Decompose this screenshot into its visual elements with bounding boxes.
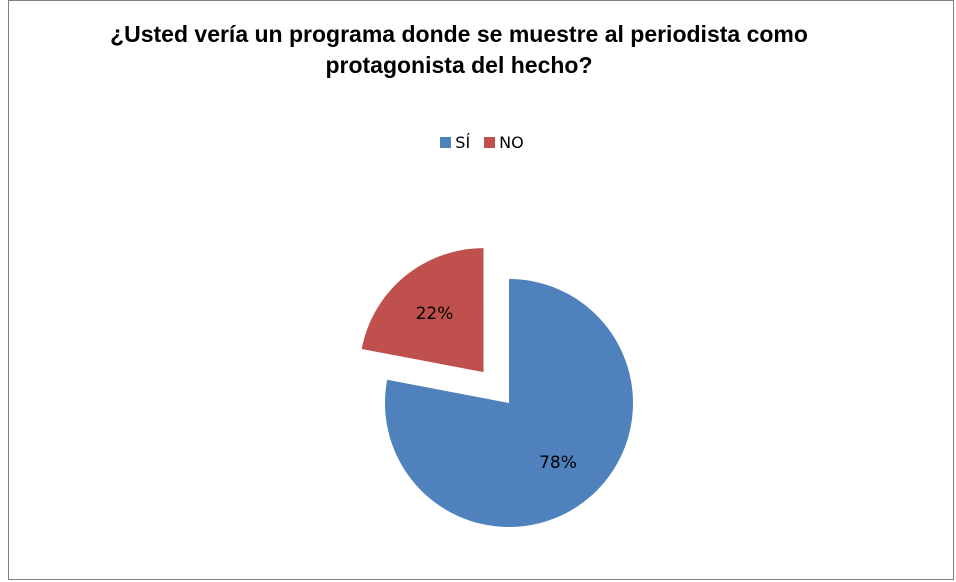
legend-item-no: NO	[484, 133, 524, 152]
chart-legend: SÍ NO	[9, 133, 955, 152]
legend-swatch-si	[440, 137, 452, 148]
legend-swatch-no	[484, 137, 496, 148]
legend-item-si: SÍ	[440, 133, 470, 152]
chart-title: ¿Usted vería un programa donde se muestr…	[110, 21, 808, 78]
pie-slice-no	[361, 248, 484, 373]
legend-label-si: SÍ	[455, 133, 471, 152]
pie-data-label: 78%	[539, 453, 577, 473]
pie-data-label: 22%	[416, 304, 454, 324]
legend-label-no: NO	[499, 133, 524, 152]
pie-slice-si	[384, 279, 633, 527]
